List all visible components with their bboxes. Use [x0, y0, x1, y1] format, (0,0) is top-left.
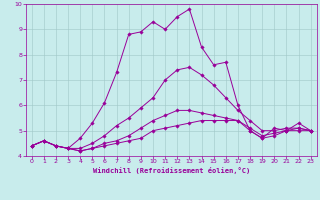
X-axis label: Windchill (Refroidissement éolien,°C): Windchill (Refroidissement éolien,°C)	[92, 167, 250, 174]
